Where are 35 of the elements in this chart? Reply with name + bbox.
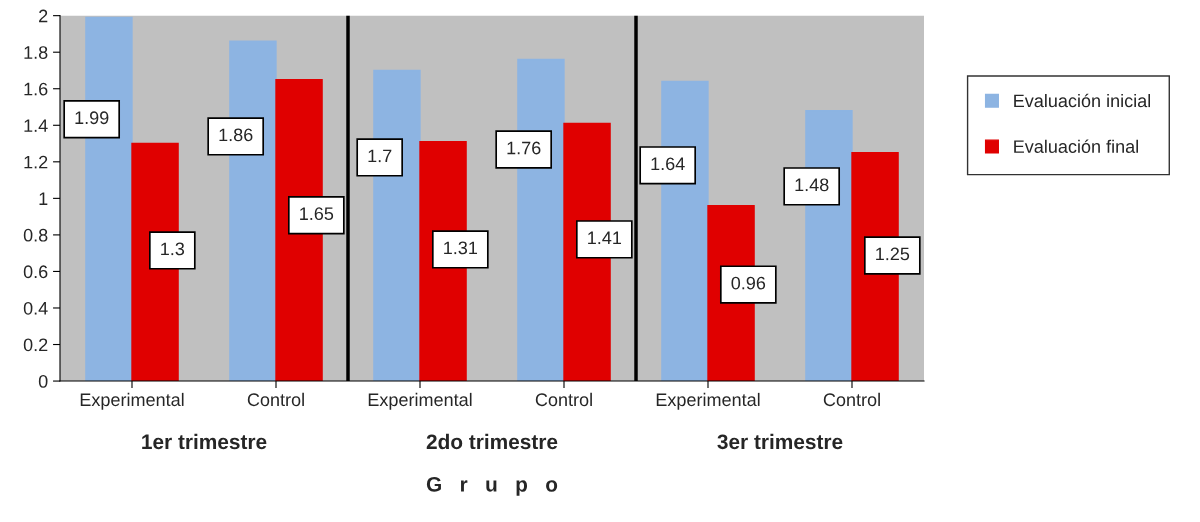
data-label: 1.65 (300, 207, 334, 221)
data-label: 0.96 (731, 276, 766, 290)
x-tick-label: Experimental (80, 392, 184, 410)
data-label: 1.25 (876, 247, 910, 261)
x-axis-title: G r u p o (426, 476, 558, 496)
y-tick-label: 1.4 (24, 119, 48, 132)
y-tick-label: 1.8 (24, 46, 48, 59)
x-tick-label: Experimental (656, 392, 760, 410)
data-label: 1.99 (75, 111, 109, 125)
legend-label: Evaluación final (1014, 139, 1138, 153)
data-label: 1.41 (588, 231, 622, 245)
y-tick-label: 1.2 (24, 155, 48, 169)
data-label: 1.7 (368, 149, 392, 163)
data-label: 1.86 (219, 128, 253, 142)
x-tick-label: Control (823, 392, 880, 407)
x-tick-label: Experimental (368, 392, 472, 410)
y-tick-label: 1.6 (24, 82, 48, 96)
y-tick-label: 0.6 (23, 265, 48, 279)
data-label: 1.31 (444, 241, 478, 255)
x-tick-label: Control (535, 392, 592, 407)
y-tick-label: 0.8 (23, 228, 48, 242)
text: 1er trimestre (142, 433, 267, 450)
y-tick-label: 1 (39, 192, 48, 205)
data-label: 1.3 (161, 242, 185, 256)
text: 3er trimestre (717, 433, 843, 450)
y-tick-label: 0.2 (23, 338, 48, 352)
data-label: 1.64 (651, 157, 685, 171)
x-tick-label: Control (247, 392, 304, 407)
text: 2do trimestre (426, 433, 558, 450)
legend-label: Evaluación inicial (1014, 93, 1151, 108)
y-tick-label: 2 (39, 9, 48, 23)
data-label: 1.48 (795, 178, 829, 192)
y-tick-label: 0 (38, 374, 48, 388)
data-label: 1.76 (507, 141, 541, 155)
y-tick-label: 0.4 (23, 301, 48, 315)
